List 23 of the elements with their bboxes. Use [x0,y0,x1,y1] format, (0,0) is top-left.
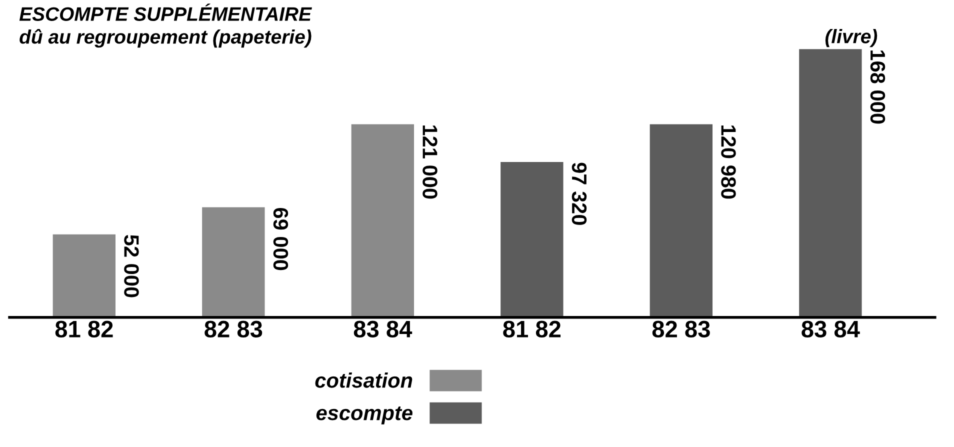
bar [52,234,116,318]
data-label: 168 000 [870,50,886,124]
data-label: 52 000 [124,234,139,298]
data-label: 121 000 [422,126,438,199]
x-tick-label: 81 82 [55,320,113,338]
x-tick-label: 82 83 [652,320,710,338]
x-tick-label: 82 83 [204,320,262,338]
x-tick-label: 83 84 [354,320,412,338]
bar [202,207,265,318]
bar [799,49,862,318]
bar [650,124,713,318]
legend-label: escompte [316,406,412,424]
data-label: 69 000 [273,208,288,270]
x-tick-label: 81 82 [503,320,561,338]
chart-subtitle: dû au regroupement (papeterie) [20,29,312,48]
bar [500,162,564,318]
legend-label: cotisation [315,372,412,388]
data-label: 120 980 [721,126,736,199]
chart-title: ESCOMPTE SUPPLÉMENTAIRE [19,4,312,21]
x-tick-label: 83 84 [802,320,860,338]
bar [351,124,414,318]
data-label: 97 320 [572,162,587,225]
text: (livre) [825,29,878,48]
